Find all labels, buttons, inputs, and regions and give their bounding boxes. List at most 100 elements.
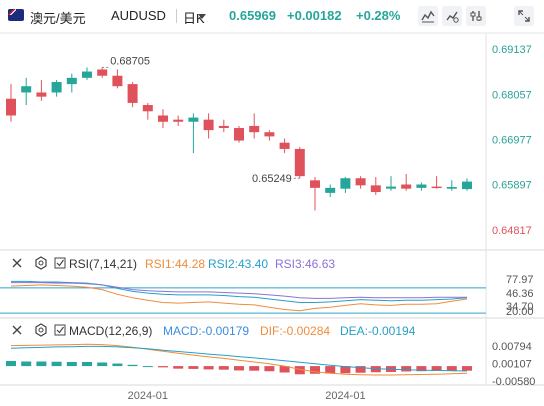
rsi-pane-controls — [10, 256, 70, 275]
candle-body — [36, 92, 47, 97]
chevron-down-icon[interactable] — [198, 14, 206, 19]
close-icon[interactable] — [12, 258, 22, 268]
candle-body — [66, 77, 77, 85]
candle-body — [234, 128, 244, 141]
macd-bar — [203, 366, 214, 370]
macd-bar — [355, 366, 366, 373]
macd-bar — [401, 366, 412, 372]
macd-bar — [142, 366, 153, 368]
candle-body — [97, 69, 108, 76]
candle-body — [462, 181, 472, 190]
candle-body — [446, 187, 457, 189]
close-icon[interactable] — [12, 325, 22, 335]
macd-bar — [249, 366, 260, 371]
settings-icon[interactable] — [35, 323, 47, 337]
x-axis-label: 2024-01 — [128, 390, 168, 402]
macd-bar — [446, 366, 457, 371]
macd-bar — [264, 366, 275, 372]
macd-bar — [158, 366, 168, 368]
macd-pane-controls — [10, 323, 70, 342]
rsi-label: RSI(7,14,21) — [69, 257, 138, 271]
macd-bar — [294, 366, 305, 375]
dea-line — [10, 345, 468, 372]
candle-body — [203, 119, 214, 131]
rsi-line-rsi1 — [10, 284, 468, 312]
macd-bar — [431, 366, 442, 371]
macd-axis-tick: 0.00107 — [492, 358, 532, 370]
candle-body — [294, 148, 305, 177]
candle-body — [218, 125, 229, 129]
candle-body — [21, 86, 32, 93]
chart-toolbar: 澳元/美元 AUDUSD 日K 0.65969 +0.00182 +0.28% — [0, 0, 544, 32]
macd-bar — [6, 360, 16, 367]
rsi3-legend: RSI3:46.63 — [275, 257, 336, 271]
checkbox-icon[interactable] — [54, 324, 66, 336]
checkbox-icon[interactable] — [54, 257, 66, 269]
macd-axis-tick: 0.00794 — [492, 341, 532, 353]
candle-body — [142, 105, 153, 112]
fullscreen-icon — [518, 10, 530, 22]
rsi-line-rsi2 — [11, 280, 468, 303]
candle-body — [158, 115, 168, 122]
rsi-axis-tick: 34.70 — [506, 301, 534, 313]
candle-body — [6, 98, 16, 116]
high-marker-label: 0.68705 — [110, 55, 150, 67]
fullscreen-button[interactable] — [514, 6, 534, 26]
candle-body — [401, 184, 412, 189]
macd-bar — [310, 366, 320, 374]
indicator-button[interactable] — [466, 6, 486, 26]
candle-body — [279, 142, 290, 149]
candle-body — [370, 185, 381, 193]
candle-body — [325, 187, 336, 193]
macd-bar — [127, 364, 138, 367]
macd-bar — [112, 363, 123, 367]
candle-body — [416, 184, 427, 188]
chart-type-button[interactable] — [418, 6, 438, 26]
candle-body — [82, 71, 92, 78]
rsi-line-rsi3 — [11, 282, 467, 299]
candle-body — [355, 178, 366, 186]
price-axis-tick: 0.69137 — [492, 44, 532, 56]
rsi1-legend: RSI1:44.28 — [145, 257, 206, 271]
macd-bar — [218, 366, 229, 370]
rsi-axis-tick: 77.97 — [506, 274, 534, 286]
candle-body — [310, 180, 320, 188]
rsi2-legend: RSI2:43.40 — [208, 257, 269, 271]
price-axis-tick: 0.64817 — [492, 225, 532, 237]
macd-bar — [279, 366, 290, 373]
dea-legend: DEA:-0.00194 — [340, 324, 416, 338]
divider — [176, 9, 177, 23]
macd-bar — [234, 366, 244, 371]
x-axis-label: 2024-01 — [325, 390, 365, 402]
macd-bar — [97, 362, 108, 367]
price-axis-tick: 0.68057 — [492, 89, 532, 101]
settings-icon[interactable] — [35, 256, 47, 270]
candle-body — [386, 186, 396, 189]
chart-type-icon — [421, 10, 435, 23]
price-axis-tick: 0.66977 — [492, 134, 532, 146]
flag-icon — [8, 9, 24, 21]
symbol-name[interactable]: 澳元/美元 — [30, 11, 86, 26]
rsi-axis-tick: 20.00 — [506, 306, 534, 318]
macd-bar — [173, 366, 184, 369]
macd-bar — [82, 362, 92, 367]
price-change: +0.00182 — [287, 8, 342, 23]
last-price: 0.65969 — [229, 8, 276, 23]
macd-bar — [325, 366, 336, 374]
macd-label: MACD(12,26,9) — [69, 324, 153, 338]
candle-body — [264, 132, 275, 137]
macd-bar — [36, 361, 47, 367]
price-change-percent: +0.28% — [356, 8, 401, 23]
macd-bar — [66, 362, 77, 367]
macd-bar — [340, 366, 351, 374]
macd-bar — [416, 366, 427, 372]
low-marker-label: 0.65249 — [252, 173, 292, 185]
macd-axis-tick: -0.00580 — [492, 376, 535, 388]
price-axis-tick: 0.65897 — [492, 180, 532, 192]
macd-legend: MACD:-0.00179 — [163, 324, 250, 338]
macd-bar — [51, 361, 62, 367]
candle-body — [340, 178, 351, 189]
symbol-code: AUDUSD — [111, 8, 166, 23]
compare-button[interactable] — [442, 6, 462, 26]
